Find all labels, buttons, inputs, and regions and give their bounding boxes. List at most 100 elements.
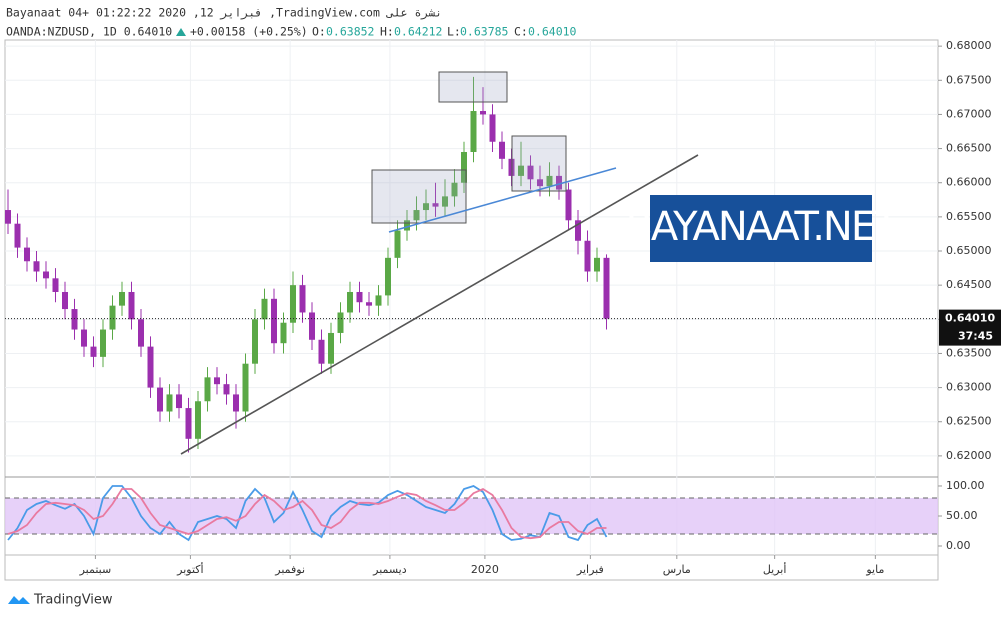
candle-body [166, 394, 173, 412]
candle-body [432, 203, 439, 207]
y-tick-label: 0.63000 [946, 381, 992, 394]
candle-body [356, 291, 363, 303]
candle-body [33, 261, 40, 272]
y-tick-label: 0.67000 [946, 107, 992, 120]
box [438, 71, 508, 103]
candle-body [556, 175, 562, 190]
candle-body [489, 114, 496, 142]
l-value: 0.63785 [460, 25, 508, 39]
countdown: 37:45 [958, 330, 993, 343]
y-tick-label: 0.62000 [946, 449, 992, 462]
candle-body [62, 291, 68, 310]
x-tick-label: فبراير [576, 563, 604, 576]
up-arrow [176, 28, 186, 36]
change: +0.00158 (+0.25%) [190, 25, 308, 39]
h-label: H: [380, 25, 394, 39]
symbol: OANDA:NZDUSD, 1D 0.64010 [6, 25, 172, 39]
y-tick-label: 0.63500 [946, 346, 992, 359]
candle-body [119, 291, 125, 306]
candle-body [52, 278, 59, 292]
trend-line [180, 154, 699, 455]
candle-body [385, 257, 391, 296]
candle-body [575, 220, 581, 241]
candle-body [394, 230, 401, 258]
candle-body [470, 111, 477, 152]
y-tick-label: 0.66500 [946, 142, 992, 155]
last-price-label: 0.64010 [945, 312, 995, 325]
candle-body [128, 291, 135, 320]
candle-body [413, 210, 420, 221]
candle-body [271, 298, 277, 344]
candle-body [204, 377, 211, 402]
candle-body [480, 111, 486, 115]
candle-body [252, 319, 258, 364]
candle-body [309, 312, 315, 340]
drawings: BAYANAAT.NET [180, 71, 901, 455]
stoch-line [7, 487, 607, 540]
candle-body [81, 329, 87, 347]
header-title: Bayanaat 04+ 01:22:22 2020 ,12 فبراير ,T… [6, 6, 442, 21]
x-tick-label: 2020 [471, 563, 499, 576]
candle-body [290, 285, 296, 323]
x-tick-label: مايو [865, 563, 884, 576]
candle-body [499, 141, 505, 159]
x-tick-label: نوفمبر [274, 563, 305, 576]
logo: BAYANAAT.NET [625, 204, 899, 250]
y-tick-label: 0.66000 [946, 176, 992, 189]
candle-body [328, 332, 334, 364]
x-tick-label: مارس [663, 563, 691, 576]
box [511, 135, 567, 192]
candle-body [147, 346, 154, 388]
y-tick-label: 0.65500 [946, 210, 992, 223]
h-value: 0.64212 [394, 25, 442, 39]
x-tick-label: أبريل [763, 562, 787, 576]
candle-body [594, 257, 600, 272]
c-label: C: [514, 25, 528, 39]
candle-body [138, 319, 144, 347]
candle-body [176, 394, 182, 409]
c-value: 0.64010 [528, 25, 577, 39]
candle-body [366, 302, 372, 306]
y-tick-label: 100.00 [946, 479, 985, 492]
candle-body [337, 312, 344, 333]
stoch-line [7, 485, 608, 542]
candle-body [261, 298, 268, 320]
candle-body [5, 210, 11, 224]
candle-body [100, 329, 106, 357]
candle-body [423, 203, 429, 211]
x-tick-label: سبتمبر [79, 563, 112, 576]
candle-body [546, 175, 553, 187]
footer: TradingView [33, 593, 113, 608]
y-tick-label: 0.00 [946, 539, 971, 552]
candle-body [214, 377, 220, 385]
candle-body [185, 408, 192, 439]
candle-body [71, 309, 78, 330]
candle-body [233, 394, 239, 412]
neckline [388, 167, 617, 233]
candle-body [14, 223, 21, 248]
candle-body [90, 346, 97, 357]
price-tag [939, 309, 1001, 346]
candle-body [442, 196, 448, 207]
y-tick-label: 0.64500 [946, 278, 992, 291]
candle-body [461, 151, 467, 183]
y-tick-label: 0.62500 [946, 415, 992, 428]
candle-body [299, 285, 306, 313]
y-tick-label: 0.68000 [946, 39, 992, 52]
x-tick-label: ديسمبر [372, 563, 407, 576]
y-tick-label: 0.65000 [946, 244, 992, 257]
l-label: L: [447, 25, 461, 39]
candle-body [242, 363, 249, 412]
candle-body [109, 305, 116, 330]
candle-body [223, 384, 230, 395]
candle-body [195, 401, 201, 439]
plot-frame [4, 39, 939, 581]
y-tick-label: 50.00 [946, 509, 978, 522]
candle-body [451, 182, 458, 197]
tv-logo [8, 596, 30, 604]
candle-body [43, 271, 49, 279]
stoch-band [5, 497, 938, 534]
y-tick-label: 0.67500 [946, 73, 992, 86]
logo-box [650, 195, 872, 262]
